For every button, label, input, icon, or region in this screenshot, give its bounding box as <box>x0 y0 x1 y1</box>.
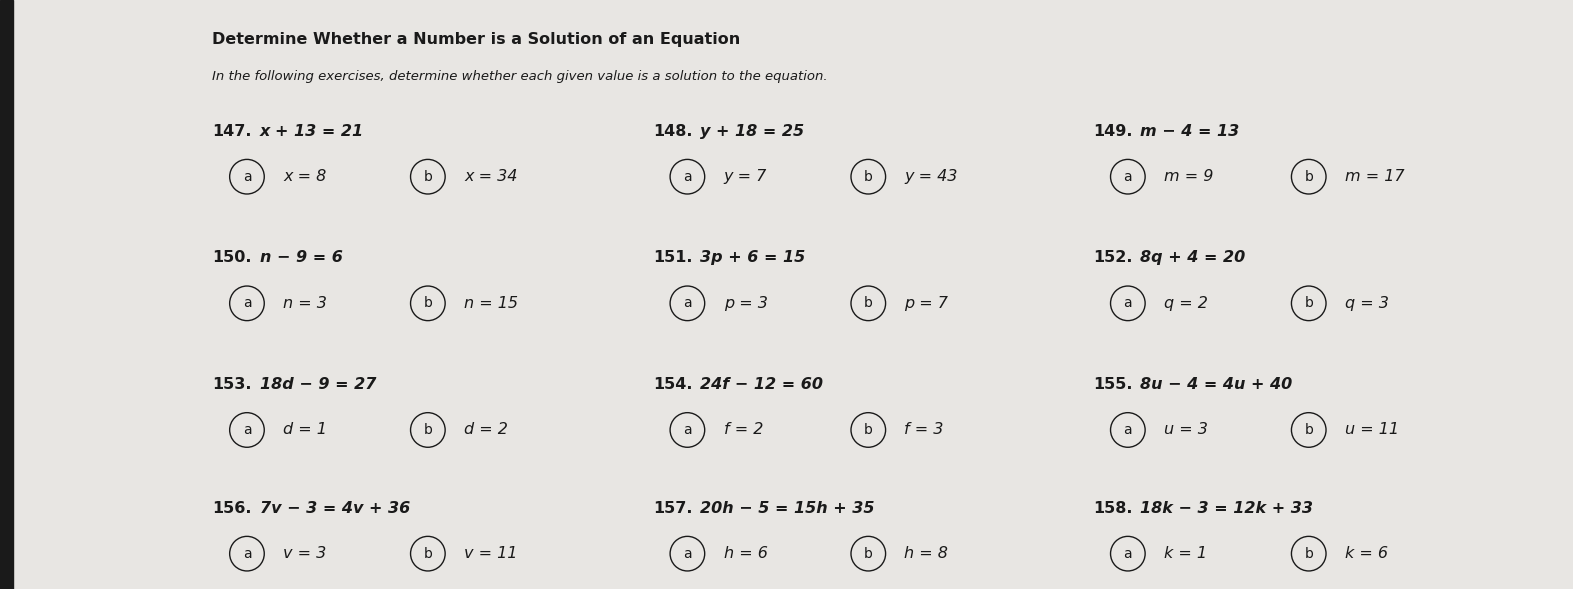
Text: b: b <box>423 170 433 184</box>
Text: Determine Whether a Number is a Solution of an Equation: Determine Whether a Number is a Solution… <box>212 32 741 47</box>
Text: b: b <box>1304 547 1313 561</box>
Text: u = 11: u = 11 <box>1345 422 1398 438</box>
Text: y + 18 = 25: y + 18 = 25 <box>700 124 804 138</box>
Text: a: a <box>1123 296 1133 310</box>
Text: m = 9: m = 9 <box>1164 169 1213 184</box>
Text: 157.: 157. <box>653 501 692 515</box>
Text: v = 3: v = 3 <box>283 546 326 561</box>
Text: d = 2: d = 2 <box>464 422 508 438</box>
Text: y = 43: y = 43 <box>904 169 958 184</box>
Text: q = 2: q = 2 <box>1164 296 1208 311</box>
Text: a: a <box>242 170 252 184</box>
Text: f = 3: f = 3 <box>904 422 944 438</box>
Text: a: a <box>683 170 692 184</box>
Text: u = 3: u = 3 <box>1164 422 1208 438</box>
Text: h = 6: h = 6 <box>724 546 768 561</box>
Text: 158.: 158. <box>1093 501 1133 515</box>
Text: q = 3: q = 3 <box>1345 296 1389 311</box>
Text: x = 8: x = 8 <box>283 169 326 184</box>
Text: x = 34: x = 34 <box>464 169 518 184</box>
Text: b: b <box>423 423 433 437</box>
Text: 149.: 149. <box>1093 124 1133 138</box>
Text: k = 1: k = 1 <box>1164 546 1206 561</box>
Text: 18k − 3 = 12k + 33: 18k − 3 = 12k + 33 <box>1140 501 1313 515</box>
Text: 150.: 150. <box>212 250 252 265</box>
Text: n = 15: n = 15 <box>464 296 518 311</box>
Text: In the following exercises, determine whether each given value is a solution to : In the following exercises, determine wh… <box>212 70 827 82</box>
Text: b: b <box>423 547 433 561</box>
Text: 20h − 5 = 15h + 35: 20h − 5 = 15h + 35 <box>700 501 875 515</box>
Text: 148.: 148. <box>653 124 692 138</box>
Text: b: b <box>864 296 873 310</box>
Text: b: b <box>864 547 873 561</box>
Text: p = 3: p = 3 <box>724 296 768 311</box>
Text: a: a <box>1123 547 1133 561</box>
Text: y = 7: y = 7 <box>724 169 766 184</box>
Text: 7v − 3 = 4v + 36: 7v − 3 = 4v + 36 <box>260 501 411 515</box>
Text: k = 6: k = 6 <box>1345 546 1387 561</box>
Text: d = 1: d = 1 <box>283 422 327 438</box>
Text: a: a <box>242 296 252 310</box>
Text: a: a <box>1123 423 1133 437</box>
Text: 152.: 152. <box>1093 250 1133 265</box>
Text: p = 7: p = 7 <box>904 296 949 311</box>
Text: 24f − 12 = 60: 24f − 12 = 60 <box>700 377 823 392</box>
Text: m − 4 = 13: m − 4 = 13 <box>1140 124 1240 138</box>
Text: 155.: 155. <box>1093 377 1133 392</box>
Text: h = 8: h = 8 <box>904 546 949 561</box>
Text: a: a <box>683 547 692 561</box>
Text: a: a <box>242 547 252 561</box>
Text: x + 13 = 21: x + 13 = 21 <box>260 124 363 138</box>
Text: 156.: 156. <box>212 501 252 515</box>
Text: b: b <box>1304 296 1313 310</box>
Text: n − 9 = 6: n − 9 = 6 <box>260 250 343 265</box>
Text: n = 3: n = 3 <box>283 296 327 311</box>
Text: a: a <box>1123 170 1133 184</box>
Text: a: a <box>683 423 692 437</box>
Text: 18d − 9 = 27: 18d − 9 = 27 <box>260 377 376 392</box>
Text: a: a <box>683 296 692 310</box>
Text: v = 11: v = 11 <box>464 546 518 561</box>
Text: 8q + 4 = 20: 8q + 4 = 20 <box>1140 250 1246 265</box>
Bar <box>0 0 13 589</box>
Text: a: a <box>242 423 252 437</box>
Text: 8u − 4 = 4u + 40: 8u − 4 = 4u + 40 <box>1140 377 1293 392</box>
Text: 147.: 147. <box>212 124 252 138</box>
Text: b: b <box>864 170 873 184</box>
Text: 154.: 154. <box>653 377 692 392</box>
Text: 151.: 151. <box>653 250 692 265</box>
Text: 153.: 153. <box>212 377 252 392</box>
Text: 3p + 6 = 15: 3p + 6 = 15 <box>700 250 805 265</box>
Text: m = 17: m = 17 <box>1345 169 1405 184</box>
Text: b: b <box>1304 170 1313 184</box>
Text: b: b <box>864 423 873 437</box>
Text: f = 2: f = 2 <box>724 422 763 438</box>
Text: b: b <box>1304 423 1313 437</box>
Text: b: b <box>423 296 433 310</box>
